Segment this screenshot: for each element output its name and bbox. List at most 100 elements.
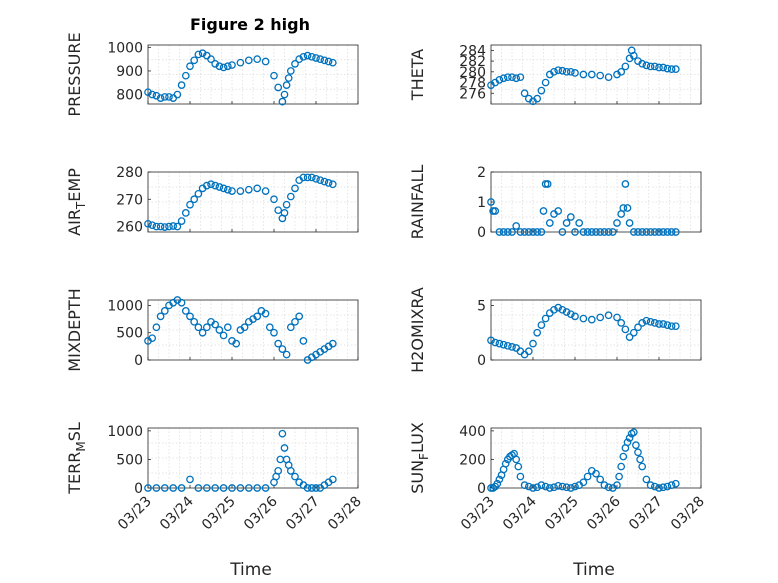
data-point — [244, 484, 253, 492]
data-point — [303, 484, 312, 492]
y-tick-label: 260 — [116, 220, 143, 236]
data-point — [280, 90, 289, 99]
data-point — [177, 484, 186, 492]
axis-frame — [147, 171, 359, 233]
data-point — [186, 200, 194, 209]
data-point — [541, 482, 550, 491]
data-point — [303, 51, 312, 60]
data-point — [634, 323, 642, 332]
data-point — [160, 307, 169, 315]
y-tick-label: 280 — [116, 165, 143, 181]
data-point — [211, 181, 220, 190]
data-point — [623, 204, 632, 212]
data-point — [516, 228, 525, 236]
data-point — [650, 228, 659, 236]
data-point — [503, 341, 512, 350]
data-point — [629, 428, 638, 437]
data-point — [520, 228, 529, 236]
data-point — [177, 217, 186, 225]
data-point — [278, 345, 287, 353]
y-tick-label: 270 — [116, 192, 143, 208]
data-point — [324, 57, 333, 66]
data-point — [558, 228, 567, 236]
data-point — [286, 323, 295, 332]
data-point — [291, 317, 299, 326]
x-tick-label: 03/27 — [626, 494, 666, 534]
data-point — [596, 71, 605, 80]
data-point — [316, 176, 325, 185]
data-point — [253, 484, 262, 492]
x-tick-label: 03/23 — [458, 494, 498, 534]
data-point — [194, 323, 203, 332]
data-point — [545, 219, 554, 227]
data-point — [160, 484, 169, 492]
x-tick-label: 03/24 — [500, 493, 540, 533]
data-point — [619, 204, 628, 212]
data-point — [514, 462, 523, 471]
data-point — [571, 69, 579, 77]
data-point — [499, 340, 508, 349]
data-point — [671, 479, 680, 488]
x-tick-label: 03/28 — [668, 494, 708, 534]
x-tick-label: 03/25 — [542, 494, 582, 534]
data-point — [642, 316, 651, 325]
data-point — [186, 475, 194, 484]
y-axis-label: RAINFALL — [408, 165, 427, 240]
data-point — [554, 207, 563, 215]
data-point — [629, 328, 638, 337]
data-point — [638, 59, 647, 68]
data-point — [625, 333, 634, 341]
data-point — [181, 209, 190, 217]
y-tick-label: 282 — [459, 54, 486, 70]
data-point — [596, 228, 605, 236]
data-point — [253, 55, 262, 64]
data-point — [190, 195, 199, 204]
data-point — [194, 50, 203, 59]
y-tick-label: 500 — [116, 326, 143, 342]
data-point — [156, 222, 165, 231]
data-point — [181, 71, 190, 80]
data-point — [219, 484, 228, 492]
data-point — [320, 56, 329, 65]
data-point — [236, 484, 245, 492]
data-point — [152, 323, 161, 332]
subplot-1: 800 900 1000 PRESSURE — [65, 32, 359, 117]
data-point — [261, 484, 270, 492]
x-tick-label: 03/26 — [241, 493, 281, 533]
data-series — [144, 296, 337, 364]
data-series — [487, 180, 680, 236]
data-point — [320, 177, 329, 186]
y-tick-label: 278 — [459, 76, 486, 92]
data-point — [186, 62, 194, 71]
data-point — [156, 94, 165, 102]
data-point — [144, 219, 152, 228]
x-tick-label: 03/28 — [325, 494, 365, 534]
data-point — [265, 323, 274, 332]
data-point — [228, 61, 236, 69]
data-point — [328, 475, 337, 484]
y-tick-label: 5 — [477, 298, 486, 314]
data-point — [634, 228, 642, 236]
data-point — [587, 70, 596, 79]
data-point — [274, 467, 283, 475]
data-point — [655, 228, 663, 236]
data-point — [554, 66, 563, 75]
data-point — [543, 180, 552, 188]
data-point — [638, 228, 647, 236]
y-tick-label: 0 — [477, 225, 486, 241]
data-point — [244, 185, 253, 194]
data-point — [600, 481, 609, 489]
data-point — [571, 228, 579, 236]
data-point — [663, 321, 672, 329]
data-point — [625, 434, 634, 442]
data-point — [282, 350, 291, 359]
axis-frame — [147, 427, 359, 489]
y-axis-label: TERRMSL — [65, 422, 88, 495]
data-point — [270, 71, 278, 80]
data-point — [533, 94, 542, 103]
data-point — [299, 52, 308, 61]
data-point — [558, 305, 567, 314]
data-point — [215, 62, 224, 71]
data-point — [291, 60, 299, 68]
data-point — [177, 81, 186, 89]
